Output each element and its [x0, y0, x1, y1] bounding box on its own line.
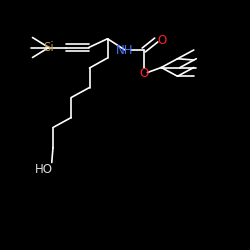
Text: O: O [139, 67, 148, 80]
Text: NH: NH [116, 44, 134, 57]
Text: Si: Si [44, 41, 54, 54]
Text: O: O [158, 34, 167, 46]
Text: HO: HO [35, 163, 53, 176]
